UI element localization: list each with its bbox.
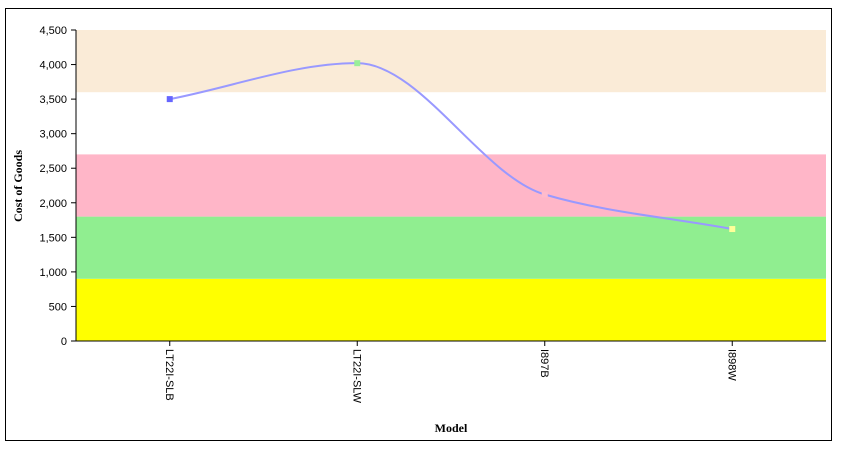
band-1 [76,216,826,279]
x-tick-label: LT22I-SLB [163,349,175,401]
x-tick-label: LT22I-SLW [350,349,362,404]
series-layer [166,60,736,233]
x-tick-label: I898W [725,349,737,381]
x-axis: LT22I-SLB LT22I-SLW I897B I898W [76,340,826,404]
band-0 [76,278,826,341]
y-axis: 0 500 1,000 1,500 2,000 2,500 3,000 3,500 4,000 4… [39,25,77,348]
data-point[interactable] [166,96,173,103]
y-tick-label: 2,500 [39,163,67,175]
data-point[interactable] [729,226,736,233]
band-2 [76,154,826,217]
x-axis-title: Model [435,421,468,435]
y-tick-label: 1,000 [39,267,67,279]
y-tick-label: 1,500 [39,232,67,244]
y-axis-title: Cost of Goods [11,150,25,222]
x-tick-label: I897B [538,349,550,378]
background-bands [76,30,826,341]
band-3 [76,30,826,93]
data-point[interactable] [541,191,548,198]
y-tick-label: 500 [49,301,67,313]
y-tick-label: 2,000 [39,198,67,210]
series-line-0 [169,62,733,231]
y-tick-label: 3,500 [39,94,67,106]
y-tick-label: 3,000 [39,129,67,141]
y-tick-label: 4,000 [39,60,67,72]
y-tick-label: 4,500 [39,25,67,37]
y-tick-label: 0 [61,336,67,348]
data-point[interactable] [354,60,361,67]
